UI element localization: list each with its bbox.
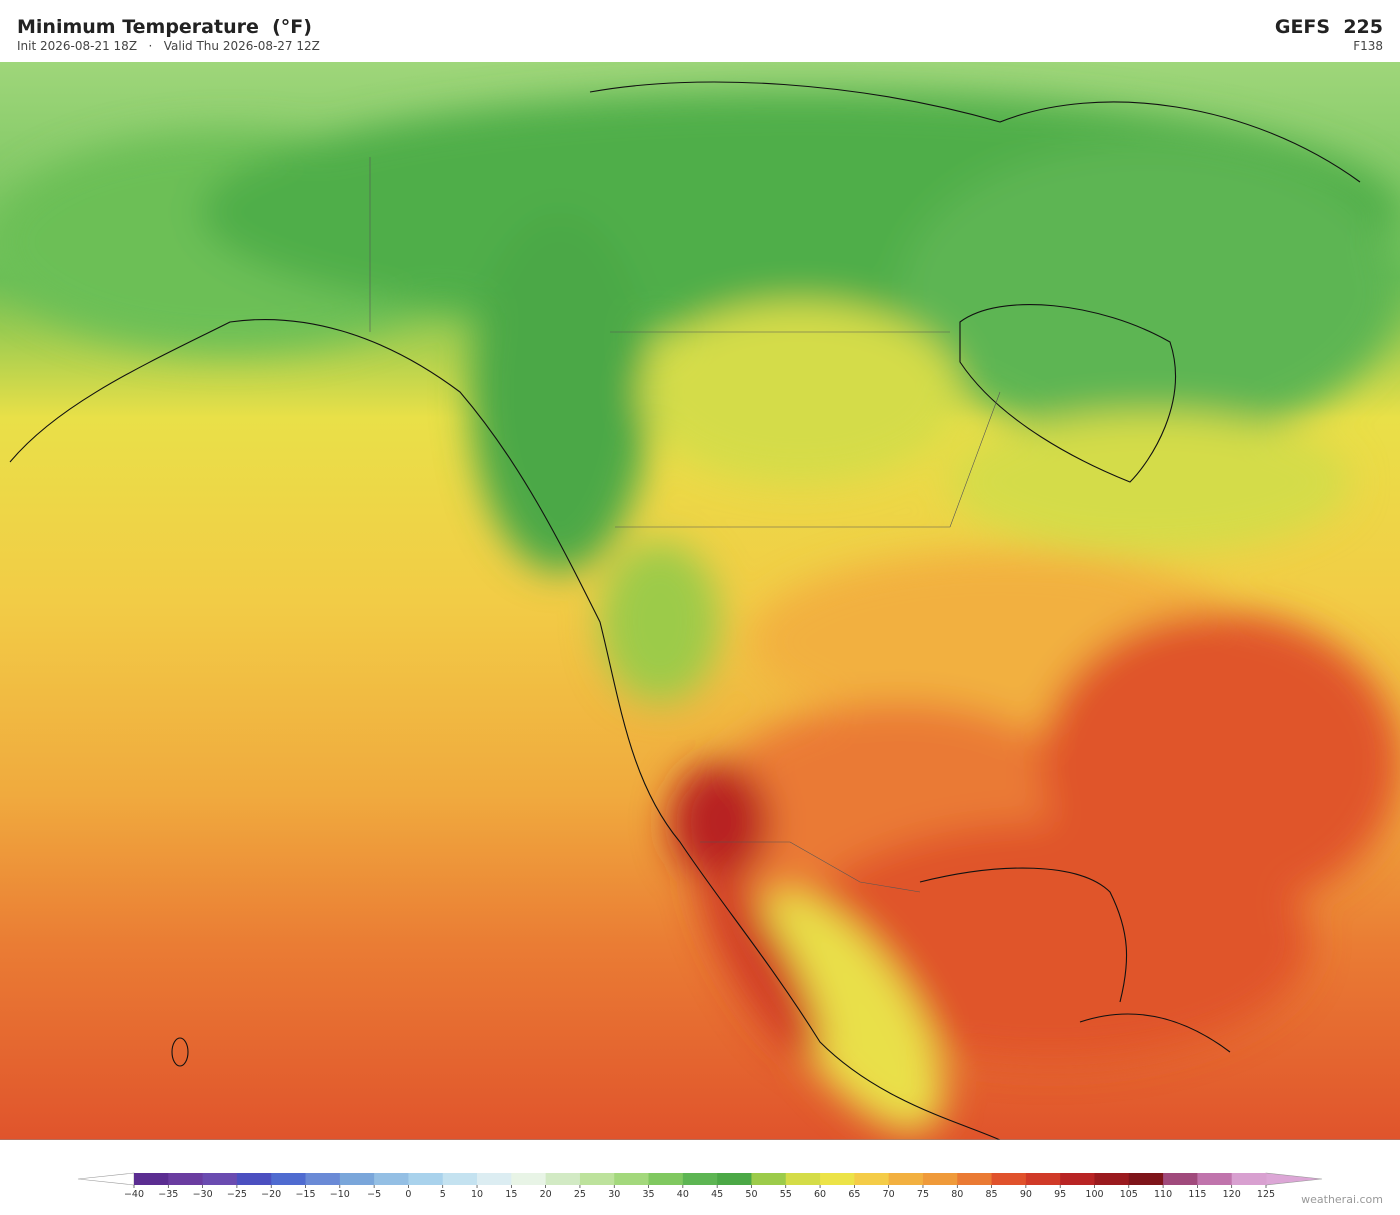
colorbar-under <box>77 1172 135 1186</box>
colorbar-segment <box>545 1173 581 1185</box>
colorbar-tick-label: 105 <box>1120 1189 1138 1200</box>
colorbar-tick-label: 40 <box>677 1189 689 1200</box>
colorbar-tick-label: 20 <box>540 1189 552 1200</box>
colorbar-segment <box>785 1173 821 1185</box>
colorbar-segment <box>442 1173 478 1185</box>
colorbar-segment <box>1025 1173 1061 1185</box>
colorbar-segment <box>854 1173 890 1185</box>
colorbar-tick-label: 25 <box>574 1189 586 1200</box>
map <box>0 62 1400 1140</box>
colorbar-tick-label: 125 <box>1257 1189 1275 1200</box>
colorbar-segment <box>477 1173 512 1185</box>
colorbar-tick-label: −25 <box>227 1189 247 1200</box>
colorbar-segment <box>202 1173 238 1185</box>
colorbar-segment <box>1128 1173 1164 1185</box>
colorbar-tick-label: 5 <box>440 1189 446 1200</box>
colorbar-tick-label: 0 <box>405 1189 411 1200</box>
colorbar-segment <box>579 1173 615 1185</box>
colorbar-segment <box>1231 1173 1267 1185</box>
colorbar-tick-label: 10 <box>471 1189 483 1200</box>
colorbar-tick-label: −15 <box>295 1189 315 1200</box>
colorbar-segment <box>888 1173 924 1185</box>
colorbar-tick-label: 100 <box>1085 1189 1103 1200</box>
colorbar-segment <box>682 1173 718 1185</box>
colorbar-tick-label: 70 <box>883 1189 895 1200</box>
colorbar-tick-label: 95 <box>1054 1189 1066 1200</box>
colorbar-segment <box>717 1173 752 1185</box>
colorbar-tick-label: 30 <box>608 1189 620 1200</box>
colorbar-segment <box>1163 1173 1198 1185</box>
colorbar-segment <box>339 1173 375 1185</box>
colorbar-tick-label: 50 <box>745 1189 757 1200</box>
colorbar-segment <box>374 1173 409 1185</box>
colorbar-tick-label: 45 <box>711 1189 723 1200</box>
colorbar-tick-label: −10 <box>330 1189 350 1200</box>
colorbar-segment <box>1197 1173 1233 1185</box>
colorbar-segment <box>168 1173 204 1185</box>
title: Minimum Temperature (°F) <box>17 16 312 38</box>
colorbar-tick-label: 75 <box>917 1189 929 1200</box>
colorbar-tick-label: −20 <box>261 1189 281 1200</box>
colorbar-over <box>1265 1172 1323 1186</box>
colorbar-segment <box>648 1173 684 1185</box>
colorbar-segment <box>236 1173 272 1185</box>
colorbar-tick-label: 110 <box>1154 1189 1172 1200</box>
colorbar-segment <box>751 1173 787 1185</box>
colorbar-segment <box>991 1173 1027 1185</box>
colorbar-segment <box>134 1173 169 1185</box>
colorbar-segment <box>614 1173 650 1185</box>
colorbar-tick-label: 80 <box>951 1189 963 1200</box>
colorbar-tick-label: 35 <box>642 1189 654 1200</box>
colorbar-tick-label: 115 <box>1188 1189 1206 1200</box>
model-label: GEFS 225 <box>1274 16 1383 38</box>
colorbar-tick-label: 85 <box>986 1189 998 1200</box>
colorbar-segment <box>922 1173 958 1185</box>
colorbar-tick-label: 55 <box>780 1189 792 1200</box>
colorbar-tick-label: 65 <box>848 1189 860 1200</box>
colorbar-tick-label: 15 <box>505 1189 517 1200</box>
colorbar-tick-label: 120 <box>1223 1189 1241 1200</box>
colorbar-tick-label: 90 <box>1020 1189 1032 1200</box>
watermark: weatherai.com <box>1301 1193 1383 1206</box>
colorbar-segment <box>1060 1173 1095 1185</box>
colorbar: −40 −35 −30 −25 −20 −15 −10 −5 0 5 10 15 20 25 30 35 40 4… <box>77 1172 1323 1200</box>
colorbar-segment <box>305 1173 341 1185</box>
colorbar-tick-label: 60 <box>814 1189 826 1200</box>
colorbar-segment <box>271 1173 307 1185</box>
colorbar-tick-label: −35 <box>158 1189 178 1200</box>
colorbar-tick-label: −30 <box>193 1189 213 1200</box>
colorbar-tick-label: −5 <box>367 1189 381 1200</box>
forecast-hour: F138 <box>1353 39 1383 53</box>
colorbar-segment <box>408 1173 444 1185</box>
colorbar-tick-label: −40 <box>124 1189 144 1200</box>
subtitle: Init 2026-08-21 18Z · Valid Thu 2026-08-… <box>17 39 320 53</box>
colorbar-segment <box>1094 1173 1130 1185</box>
colorbar-segment <box>820 1173 855 1185</box>
colorbar-segment <box>511 1173 547 1185</box>
colorbar-segment <box>957 1173 993 1185</box>
